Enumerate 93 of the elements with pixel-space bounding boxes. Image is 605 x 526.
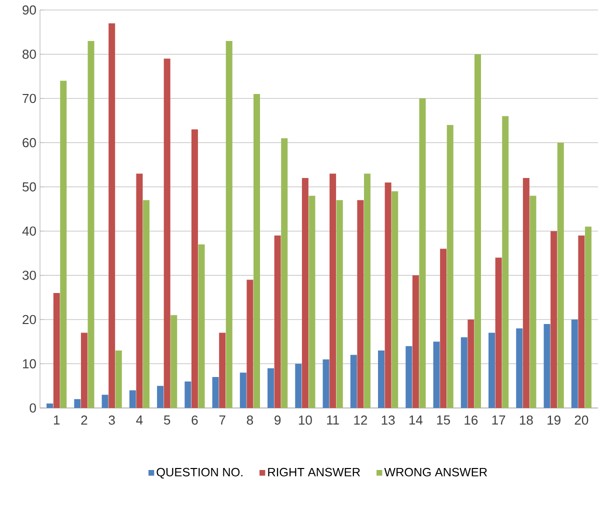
bar [584, 226, 592, 408]
legend-label: WRONG ANSWER [384, 468, 487, 476]
bar [336, 200, 343, 408]
bar [143, 200, 150, 408]
bar [357, 200, 364, 408]
x-tick-label: 13 [382, 416, 395, 425]
bar [308, 196, 316, 408]
x-tick-label: 17 [492, 416, 506, 424]
y-tick-label: 30 [22, 270, 36, 280]
bar [74, 399, 81, 408]
x-tick-label: 16 [464, 416, 478, 425]
bar [226, 40, 232, 408]
bar [253, 94, 260, 408]
bar [460, 337, 468, 408]
bar [219, 332, 226, 408]
x-tick-label: 2 [81, 416, 88, 425]
x-tick-label: 7 [219, 416, 226, 424]
y-tick-label: 50 [22, 182, 36, 192]
bar [530, 196, 536, 408]
bar [516, 328, 523, 408]
x-tick-label: 10 [298, 416, 312, 425]
bar [384, 182, 392, 408]
bar [129, 390, 136, 408]
bar [108, 23, 116, 408]
y-tick-label: 70 [22, 94, 36, 104]
bar [191, 129, 198, 408]
bar [557, 142, 564, 408]
bar [164, 58, 170, 408]
y-tick-label: 0 [30, 403, 36, 413]
bar [571, 320, 578, 408]
bar [268, 368, 274, 408]
bar [550, 231, 558, 408]
x-tick-label: 19 [548, 416, 560, 425]
x-tick-label: 12 [354, 416, 368, 425]
bar [302, 178, 308, 408]
y-tick-label: 80 [22, 50, 36, 59]
x-tick-label: 3 [108, 416, 115, 425]
bar [578, 236, 585, 408]
bar [468, 320, 474, 408]
bar [440, 248, 447, 408]
bar [419, 98, 426, 408]
x-tick-label: 18 [520, 416, 533, 425]
bar [170, 315, 178, 408]
bar [544, 324, 550, 408]
x-tick-label: 15 [437, 416, 450, 425]
bar [136, 174, 143, 408]
x-tick-label: 6 [192, 416, 198, 425]
bar [281, 138, 288, 408]
x-tick-label: 9 [274, 416, 281, 425]
x-tick-label: 20 [574, 416, 588, 425]
x-tick-label: 4 [136, 416, 143, 424]
x-tick-label: 5 [164, 416, 170, 425]
bar [392, 191, 398, 408]
bar [474, 54, 481, 408]
bar [350, 354, 357, 408]
bar [88, 40, 94, 408]
bar [102, 394, 108, 408]
bar [522, 178, 530, 408]
bar [406, 346, 412, 408]
y-tick-label: 20 [22, 314, 36, 324]
bar [274, 236, 281, 408]
bar [53, 293, 60, 408]
bar [378, 350, 385, 408]
x-tick-label: 14 [409, 416, 423, 424]
bar [115, 350, 122, 408]
bar [246, 280, 254, 408]
y-tick-label: 90 [22, 5, 36, 15]
bar [212, 377, 219, 408]
x-tick-label: 1 [54, 416, 60, 424]
y-tick-label: 10 [23, 359, 36, 368]
x-tick-label: 11 [327, 416, 339, 424]
bar [295, 364, 302, 408]
bar [446, 124, 454, 408]
bar [412, 275, 419, 408]
x-tick-label: 8 [246, 416, 253, 425]
bar [364, 174, 370, 408]
legend-label: RIGHT ANSWER [268, 468, 360, 476]
bar [80, 332, 88, 408]
bar [488, 332, 496, 408]
bar [240, 372, 246, 408]
bar [322, 359, 330, 408]
bar [60, 80, 67, 408]
bar [502, 116, 509, 408]
bar [157, 386, 164, 408]
bar [46, 404, 54, 408]
bar [433, 342, 440, 408]
y-tick-label: 40 [22, 226, 36, 236]
bar [198, 244, 205, 408]
bar [184, 381, 192, 408]
bar [495, 258, 502, 408]
y-tick-label: 60 [22, 138, 36, 148]
legend-label: QUESTION NO. [156, 468, 242, 479]
bar [330, 174, 336, 408]
